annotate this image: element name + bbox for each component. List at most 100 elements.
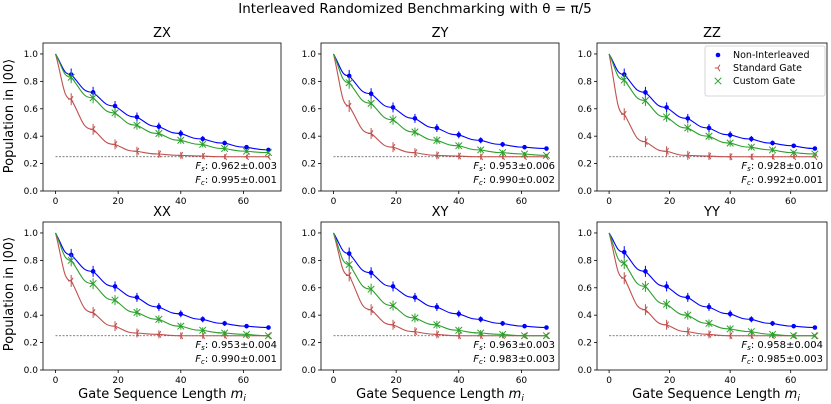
y-tick-label: 0.8 [302,256,317,266]
data-point [664,105,669,110]
x-tick-label: 40 [724,197,736,207]
data-point [346,251,352,256]
fit-curve [333,53,547,156]
y-tick-label: 0.2 [578,160,592,170]
series-custom-gate [55,53,273,157]
fc-annotation: Fc: 0.985±0.003 [741,354,823,366]
data-point [412,295,418,300]
data-point [389,116,397,124]
fs-annotation: Fs: 0.953±0.004 [195,340,277,352]
data-point [749,136,754,142]
data-point [643,90,648,95]
data-point [433,330,440,338]
y-tick-label: 0.8 [24,256,39,266]
data-point [770,321,775,326]
data-point [264,332,273,340]
series-standard-gate [332,232,549,340]
data-point [242,330,251,339]
data-point [477,329,485,337]
data-point [726,332,733,340]
fc-annotation: Fc: 0.995±0.001 [195,175,277,187]
data-point [685,295,691,300]
y-tick-label: 0.4 [24,132,39,142]
y-tick-label: 0.4 [578,132,593,142]
x-axis-label-right: Gate Sequence Length mi [632,387,800,404]
data-point [389,301,397,310]
data-point [684,328,691,336]
data-point [768,330,777,339]
data-point [770,140,775,146]
y-tick-label: 0.8 [578,256,593,266]
data-point [111,322,118,330]
panel-zx: ZX 0.0 0.2 0.4 0.6 0.8 1.0 0 20 40 60 Fs: 0.962±0.0… [24,26,282,207]
x-tick-label: 40 [175,376,187,386]
x-tick-label: 20 [390,197,402,207]
data-point [749,316,754,322]
x-tick-label: 20 [390,376,402,386]
data-point [242,147,251,155]
data-point [812,325,818,330]
data-point [345,260,353,269]
panels: ZX 0.0 0.2 0.4 0.6 0.8 1.0 0 20 40 60 Fs: 0.962±0.0… [24,26,828,386]
y-tick-label: 0.0 [24,187,39,197]
panel-title: ZY [432,26,449,41]
x-axis-label-left: Gate Sequence Length mi [78,387,246,404]
data-point [706,125,712,131]
panel-yy: YY 0.0 0.2 0.4 0.6 0.8 1.0 0 20 40 60 Fs: 0.958±0.0… [578,205,828,386]
data-point [155,150,162,158]
series-non-interleaved [608,232,818,330]
data-point [244,144,249,150]
data-point [790,332,798,340]
y-axis-label-top: Population in |00⟩ [2,59,17,173]
data-point [812,146,818,151]
y-tick-label: 0.2 [578,339,592,349]
data-point [544,325,549,330]
data-point [621,274,627,282]
data-point [455,326,463,334]
panel-xx: XX 0.0 0.2 0.4 0.6 0.8 1.0 0 20 40 60 Fs: 0.953±0.0… [24,205,282,386]
data-point [199,326,207,334]
panel-xy: XY 0.0 0.2 0.4 0.6 0.8 1.0 0 20 40 60 Fs: 0.963±0.0… [302,205,560,386]
data-point [433,321,441,329]
data-point [346,73,352,79]
data-point [155,315,163,323]
data-point [620,76,628,84]
data-point [642,306,648,314]
y-tick-label: 0.6 [302,105,317,115]
data-point [663,321,669,329]
y-tick-label: 1.0 [302,50,317,60]
plot-frame [596,42,828,192]
data-point [199,332,206,340]
data-point [726,153,733,161]
data-point [111,296,119,304]
data-point [155,330,162,338]
fit-curve [55,53,269,154]
data-point [389,143,396,151]
data-point [727,311,733,317]
data-point [478,137,484,143]
data-point [367,285,375,293]
data-point [520,150,529,158]
y-axis-label-bottom: Population in |00⟩ [2,237,17,351]
data-point [791,323,797,329]
legend-frame [704,45,826,97]
data-point [477,146,485,154]
data-point [222,321,227,326]
data-point [244,323,249,329]
data-point [111,140,118,148]
y-tick-label: 0.8 [578,77,593,87]
data-point [620,259,628,267]
y-tick-label: 0.6 [24,105,39,115]
fit-curve [332,232,547,337]
data-point [726,139,734,147]
y-tick-label: 1.0 [578,229,593,239]
x-tick-label: 60 [238,376,250,386]
data-point [266,325,271,330]
fit-curve [333,53,547,150]
data-point [133,121,141,129]
data-point [811,332,819,340]
y-tick-label: 0.4 [578,311,593,321]
data-point [456,311,462,317]
data-point [705,330,712,338]
y-tick-label: 1.0 [24,50,39,60]
